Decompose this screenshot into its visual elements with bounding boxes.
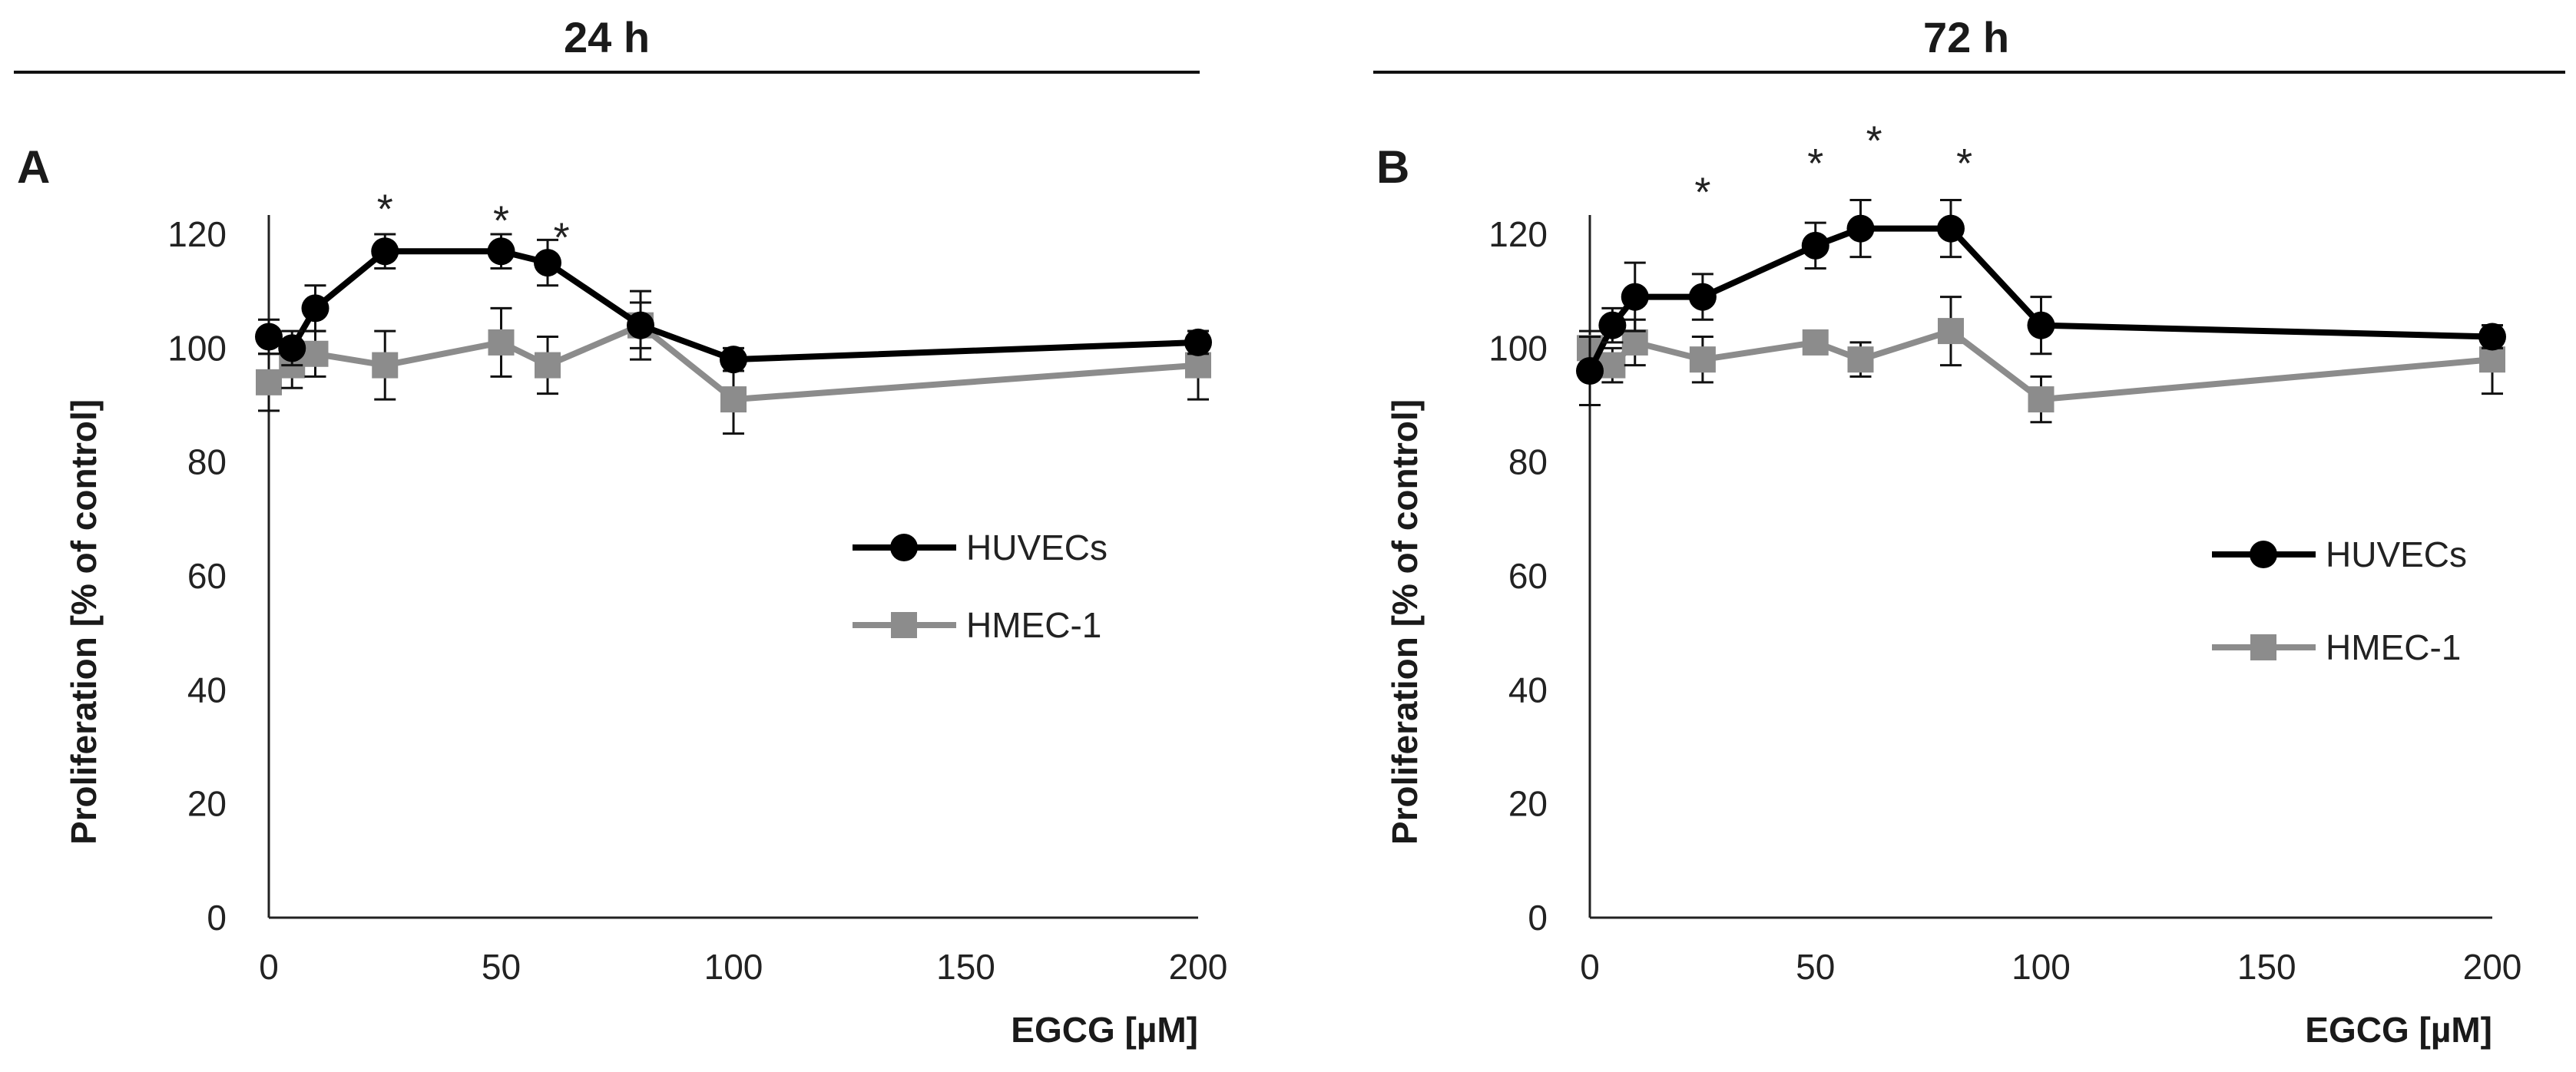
y-tick-label: 60: [187, 556, 227, 596]
data-point: [2027, 311, 2055, 339]
y-tick-label: 80: [187, 442, 227, 482]
legend-marker: [890, 534, 918, 561]
data-point: [1938, 318, 1964, 345]
data-point: [1689, 346, 1716, 373]
series-hmec-1: [1577, 296, 2505, 424]
panel-a-letter: A: [17, 141, 50, 193]
y-tick-label: 20: [187, 784, 227, 824]
series-huvecs: [1576, 199, 2506, 406]
y-tick-label: 60: [1508, 556, 1548, 596]
data-point: [1599, 352, 1626, 379]
data-point: [535, 352, 561, 379]
legend-marker: [2250, 634, 2276, 660]
panel-b: 72 h B 0 20 40 60 80 100 120 0 50 100 150 200 EGCG […: [1373, 13, 2565, 1050]
data-point: [488, 329, 515, 356]
significance-star: *: [1694, 169, 1710, 215]
x-axis-label: EGCG [µM]: [2305, 1010, 2492, 1050]
legend-label: HMEC-1: [966, 605, 1101, 645]
x-tick-label: 50: [482, 947, 521, 987]
data-point: [371, 237, 399, 266]
significance-star: *: [493, 197, 509, 243]
legend: HUVECs HMEC-1: [853, 528, 1108, 645]
significance-star: *: [1956, 141, 1972, 187]
panel-a-plot: 0 20 40 60 80 100 120 0 50 100 150 200 EGCG [µM] Prol…: [64, 187, 1227, 1050]
data-point: [1846, 214, 1875, 243]
data-point: [2478, 323, 2506, 351]
data-point: [278, 334, 306, 362]
y-tick-label: 120: [167, 214, 227, 254]
y-axis-label: Proliferation [% of control]: [1385, 399, 1425, 845]
x-tick-label: 0: [259, 947, 279, 987]
data-point: [1801, 231, 1829, 260]
y-tick-label: 0: [1528, 898, 1548, 938]
data-point: [487, 237, 515, 266]
data-point: [720, 346, 747, 374]
x-axis-label: EGCG [µM]: [1011, 1010, 1198, 1050]
y-axis-label: Proliferation [% of control]: [64, 399, 104, 845]
data-point: [1847, 346, 1874, 373]
y-tick-label: 20: [1508, 784, 1548, 824]
series-huvecs: [255, 233, 1212, 374]
significance-star: *: [377, 187, 393, 233]
x-tick-label: 0: [1580, 947, 1600, 987]
data-point: [1621, 283, 1649, 311]
data-point: [1184, 328, 1212, 356]
data-point: [534, 249, 561, 277]
x-tick-label: 100: [2011, 947, 2071, 987]
y-tick-label: 40: [187, 670, 227, 710]
legend-marker: [2250, 541, 2277, 568]
data-point: [720, 386, 747, 413]
series-line: [267, 248, 1199, 363]
y-tick-label: 80: [1508, 442, 1548, 482]
data-point: [1185, 352, 1211, 379]
data-point: [1621, 329, 1648, 356]
data-point: [1576, 357, 1604, 385]
panel-a: 24 h A 0 20 40 60 80 100 120 0 50 100 150 200 EGCG […: [14, 13, 1227, 1050]
data-point: [372, 352, 399, 379]
data-point: [2028, 386, 2055, 413]
legend: HUVECs HMEC-1: [2212, 534, 2467, 667]
data-point: [302, 340, 329, 367]
x-tick-label: 150: [936, 947, 995, 987]
significance-star: *: [1866, 118, 1882, 164]
x-tick-label: 200: [1169, 947, 1228, 987]
data-point: [301, 294, 329, 323]
data-point: [1598, 311, 1627, 339]
y-tick-label: 100: [1488, 328, 1548, 368]
panel-b-plot: 0 20 40 60 80 100 120 0 50 100 150 200 EGCG [µM] Prol…: [1385, 118, 2521, 1050]
legend-marker: [891, 612, 917, 638]
legend-label: HUVECs: [966, 528, 1108, 567]
y-tick-label: 120: [1488, 214, 1548, 254]
legend-label: HUVECs: [2326, 534, 2467, 574]
panel-b-header: 72 h: [1923, 13, 2009, 61]
data-point: [256, 369, 282, 395]
y-tick-label: 0: [207, 898, 227, 938]
legend-label: HMEC-1: [2326, 627, 2461, 667]
y-tick-label: 100: [167, 328, 227, 368]
significance-star: *: [554, 215, 570, 261]
significance-star: *: [1807, 141, 1823, 187]
y-tick-label: 40: [1508, 670, 1548, 710]
data-point: [1688, 283, 1717, 311]
data-point: [1937, 214, 1965, 243]
x-tick-label: 100: [704, 947, 763, 987]
panel-b-letter: B: [1376, 141, 1409, 193]
x-tick-label: 50: [1796, 947, 1835, 987]
x-tick-label: 200: [2463, 947, 2522, 987]
data-point: [627, 311, 654, 339]
data-point: [2479, 346, 2505, 373]
data-point: [1802, 329, 1829, 356]
x-tick-label: 150: [2237, 947, 2296, 987]
data-point: [255, 323, 283, 351]
panel-a-header: 24 h: [564, 13, 650, 61]
